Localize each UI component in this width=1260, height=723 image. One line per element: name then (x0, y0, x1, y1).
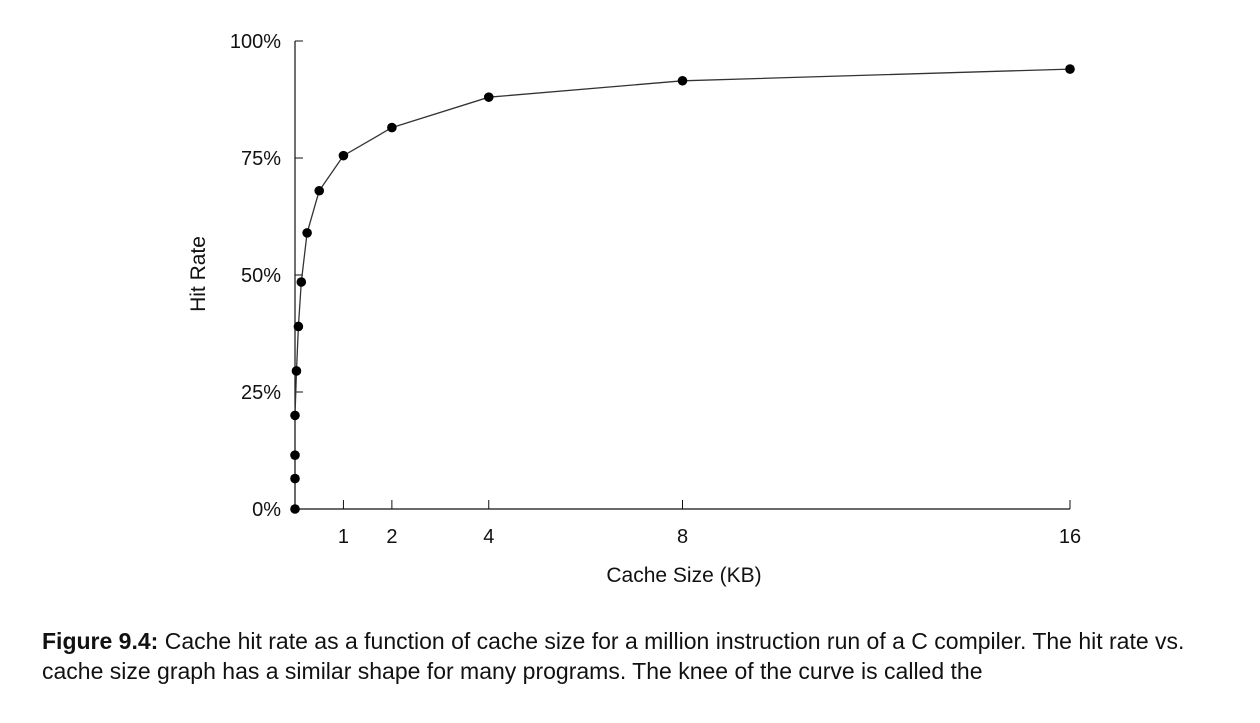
x-axis-title: Cache Size (KB) (606, 564, 761, 587)
x-tick-label: 2 (386, 526, 397, 548)
y-tick-label: 75% (241, 148, 281, 170)
data-point (290, 473, 300, 484)
y-tick-label: 100% (230, 31, 281, 53)
caption-text: Cache hit rate as a function of cache si… (42, 628, 1185, 684)
y-axis: 0% 25% 50% 75% 100% (230, 31, 303, 521)
y-tick-label: 25% (241, 382, 281, 404)
x-tick-label: 1 (338, 526, 349, 548)
data-point (338, 150, 349, 161)
series-layer (290, 64, 1075, 514)
x-axis: 1 2 4 8 16 (295, 500, 1081, 548)
data-point (302, 228, 312, 238)
figure-caption: Figure 9.4: Cache hit rate as a function… (42, 626, 1232, 686)
y-axis-title: Hit Rate (187, 236, 210, 312)
data-point (677, 75, 688, 86)
data-point (293, 321, 304, 332)
x-tick-label: 8 (677, 526, 688, 548)
x-tick-label: 4 (483, 526, 494, 548)
data-point (290, 410, 300, 421)
y-tick-label: 50% (241, 265, 281, 287)
data-point (290, 450, 300, 460)
x-tick-label: 16 (1059, 526, 1081, 548)
data-point (296, 277, 307, 287)
data-point (1065, 64, 1075, 74)
series-line (294, 68, 1071, 509)
y-tick-label: 0% (252, 499, 281, 521)
hit-rate-chart: 0% 25% 50% 75% 100% 1 2 4 8 16 Hit Rate Cache Si… (187, 31, 1081, 587)
data-point (483, 92, 494, 102)
data-point (291, 366, 302, 376)
data-point (314, 185, 325, 196)
data-point (290, 504, 300, 514)
data-point (387, 122, 397, 133)
caption-label: Figure 9.4: (42, 628, 159, 654)
